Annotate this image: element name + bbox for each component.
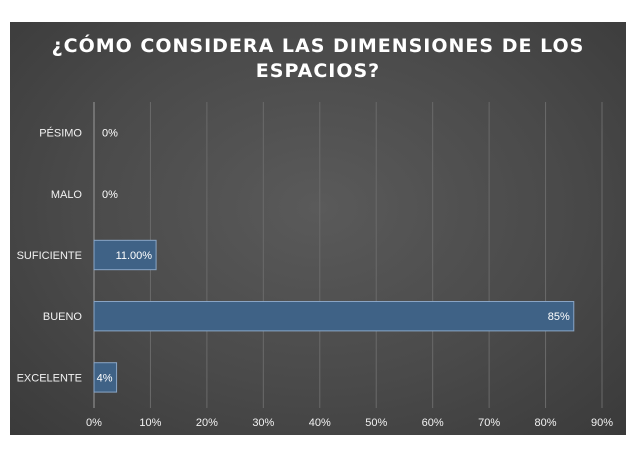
- chart-title: ¿CÓMO CONSIDERA LAS DIMENSIONES DE LOS E…: [10, 34, 626, 84]
- x-tick-label: 80%: [535, 417, 557, 429]
- category-label: SUFICIENTE: [17, 250, 82, 262]
- x-tick-label: 0%: [86, 417, 102, 429]
- x-tick-label: 40%: [309, 417, 331, 429]
- bar: [93, 239, 157, 271]
- data-label: 0%: [102, 128, 118, 140]
- category-label: PÉSIMO: [39, 127, 82, 140]
- chart-title-line-2: ESPACIOS?: [255, 60, 381, 82]
- bar-chart: 0% 10% 20% 30% 40% 50% 60% 70% 80% 90% PÉSIMO 0% MAL…: [17, 102, 613, 429]
- data-label: 85%: [548, 311, 570, 323]
- data-label: 0%: [102, 189, 118, 201]
- category-label: EXCELENTE: [17, 372, 82, 384]
- category-label: BUENO: [43, 311, 83, 323]
- x-tick-label: 10%: [139, 417, 161, 429]
- chart-frame: ¿CÓMO CONSIDERA LAS DIMENSIONES DE LOS E…: [10, 22, 626, 435]
- x-tick-label: 90%: [591, 417, 613, 429]
- bar: [93, 301, 575, 332]
- x-tick-label: 30%: [252, 417, 274, 429]
- data-label: 11.00%: [116, 250, 153, 262]
- bar: [93, 362, 118, 393]
- x-tick-label: 20%: [196, 417, 218, 429]
- category-label: MALO: [51, 189, 83, 201]
- x-tick-label: 70%: [478, 417, 500, 429]
- x-tick-label: 50%: [365, 417, 387, 429]
- x-tick-label: 60%: [422, 417, 444, 429]
- data-label: 4%: [97, 372, 113, 384]
- chart-title-line-1: ¿CÓMO CONSIDERA LAS DIMENSIONES DE LOS: [51, 35, 585, 57]
